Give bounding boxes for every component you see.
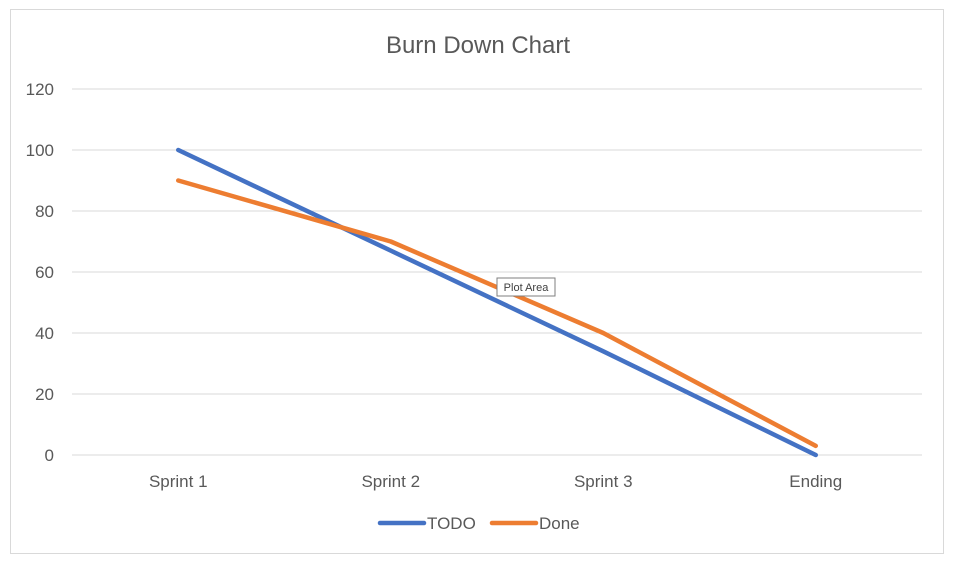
- x-tick-label: Sprint 1: [149, 472, 208, 491]
- gridlines: [72, 88, 922, 456]
- y-tick-label: 100: [26, 141, 54, 160]
- y-tick-label: 0: [45, 446, 54, 465]
- tooltip-text: Plot Area: [504, 282, 550, 294]
- tooltip-box: [496, 277, 556, 297]
- legend-label: Done: [539, 514, 580, 533]
- series-line-todo[interactable]: [176, 147, 818, 458]
- plot-area-tooltip: Plot Area: [496, 277, 556, 297]
- y-tick-label: 20: [35, 385, 54, 404]
- y-tick-label: 60: [35, 263, 54, 282]
- series-lines: [176, 147, 818, 458]
- chart-title: Burn Down Chart: [386, 32, 570, 59]
- chart-frame: [10, 9, 944, 554]
- y-tick-label: 120: [26, 80, 54, 99]
- y-axis-ticks: 0 20 40 60 80 100 120: [26, 80, 54, 465]
- legend-label: TODO: [427, 514, 476, 533]
- legend: TODO Done: [377, 514, 580, 533]
- x-tick-label: Sprint 3: [574, 472, 633, 491]
- x-axis-ticks: Sprint 1 Sprint 2 Sprint 3 Ending: [149, 472, 842, 491]
- y-tick-label: 40: [35, 324, 54, 343]
- x-tick-label: Ending: [789, 472, 842, 491]
- x-tick-label: Sprint 2: [361, 472, 420, 491]
- y-tick-label: 80: [35, 202, 54, 221]
